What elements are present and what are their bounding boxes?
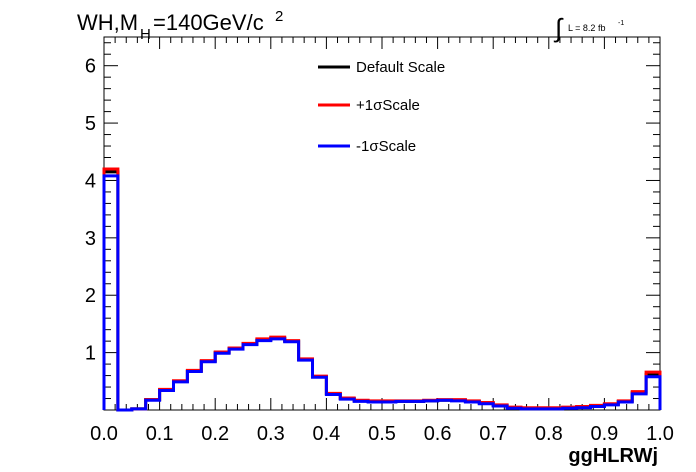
lumi-label: L = 8.2 fb — [568, 23, 605, 33]
y-tick-label: 5 — [85, 113, 96, 135]
x-tick-label: 0.7 — [479, 423, 507, 445]
y-axis: 1 2 3 4 5 6 — [85, 42, 660, 400]
y-tick-label: 1 — [85, 343, 96, 365]
x-tick-label: 0.0 — [90, 423, 118, 445]
chart-title-subscript: H — [140, 26, 151, 43]
chart-title-main: WH,M — [77, 10, 138, 35]
x-tick-label: 1.0 — [646, 423, 674, 445]
legend-label-minus1sigma-scale: -1σScale — [356, 138, 416, 155]
lumi-integral-sign: ∫ — [553, 13, 564, 43]
lumi-superscript: -1 — [618, 20, 624, 27]
plot-frame — [103, 36, 661, 411]
x-tick-label: 0.6 — [424, 423, 452, 445]
legend: Default Scale +1σScale -1σScale — [318, 59, 445, 155]
x-axis: 0.0 0.1 0.2 0.3 0.4 0.5 0.6 0.7 0.8 0.9 1.0 — [90, 37, 674, 445]
series-line-2--1-scale — [102, 174, 662, 412]
x-tick-label: 0.2 — [201, 423, 229, 445]
x-tick-label: 0.8 — [535, 423, 563, 445]
x-tick-label: 0.5 — [368, 423, 396, 445]
series-layer — [102, 167, 662, 412]
x-axis-label: ggHLRWj — [568, 445, 658, 467]
y-tick-label: 3 — [85, 228, 96, 250]
x-tick-label: 0.9 — [590, 423, 618, 445]
chart-title-rest: =140GeV/c — [153, 10, 264, 35]
legend-label-default-scale: Default Scale — [356, 59, 445, 76]
legend-label-plus1sigma-scale: +1σScale — [356, 97, 420, 114]
y-tick-label: 2 — [85, 285, 96, 307]
chart-title-superscript: 2 — [275, 8, 283, 25]
x-tick-label: 0.3 — [257, 423, 285, 445]
y-tick-label: 6 — [85, 56, 96, 78]
x-tick-label: 0.4 — [312, 423, 340, 445]
x-tick-label: 0.1 — [146, 423, 174, 445]
y-tick-label: 4 — [85, 170, 96, 192]
